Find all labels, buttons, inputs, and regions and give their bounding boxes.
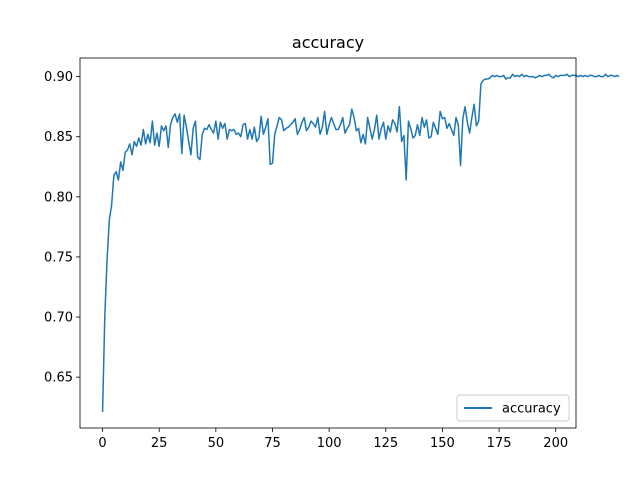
- x-tick-label: 125: [373, 436, 398, 451]
- y-tick-label: 0.70: [44, 311, 73, 326]
- y-tick-label: 0.65: [44, 371, 73, 386]
- x-axis: 0 25 50 75 100 125 150 175 200: [98, 428, 568, 451]
- x-tick-label: 175: [487, 436, 512, 451]
- y-axis: 0.65 0.70 0.75 0.80 0.85 0.90: [44, 70, 80, 386]
- chart-title: accuracy: [292, 33, 364, 52]
- axes-frame: [79, 57, 577, 429]
- x-tick-label: 0: [98, 436, 106, 451]
- y-tick-label: 0.80: [44, 190, 73, 205]
- x-tick-label: 75: [264, 436, 281, 451]
- axes-background: [80, 58, 576, 428]
- series-line-accuracy: [101, 73, 620, 413]
- x-tick-label: 100: [317, 436, 342, 451]
- y-tick-label: 0.75: [44, 250, 73, 265]
- legend-box: [456, 394, 570, 422]
- legend-label-accuracy: accuracy: [502, 402, 561, 417]
- y-tick-label: 0.90: [44, 70, 73, 85]
- y-tick-label: 0.85: [44, 130, 73, 145]
- legend: accuracy: [456, 394, 570, 422]
- x-tick-label: 25: [151, 436, 168, 451]
- x-tick-label: 200: [543, 436, 568, 451]
- x-tick-label: 150: [430, 436, 455, 451]
- plot-area: [79, 57, 620, 429]
- x-tick-label: 50: [208, 436, 225, 451]
